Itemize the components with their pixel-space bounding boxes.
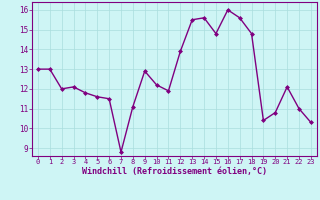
X-axis label: Windchill (Refroidissement éolien,°C): Windchill (Refroidissement éolien,°C) <box>82 167 267 176</box>
